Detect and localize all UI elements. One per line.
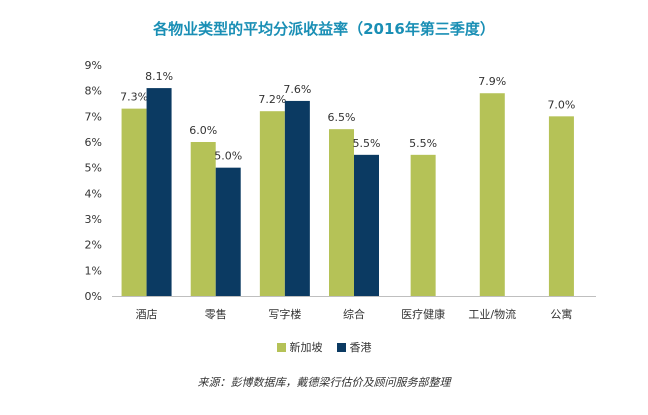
x-category-label: 公寓 <box>550 307 572 321</box>
data-label: 7.9% <box>478 75 506 88</box>
y-tick-label: 5% <box>85 162 102 175</box>
x-category-label: 工业/物流 <box>468 307 516 321</box>
data-label: 7.3% <box>120 91 148 104</box>
y-tick-label: 7% <box>85 110 102 123</box>
data-label: 7.2% <box>258 93 286 106</box>
bar <box>354 154 379 296</box>
bar <box>548 116 574 296</box>
data-label: 6.5% <box>328 111 356 124</box>
legend-swatch-singapore <box>276 342 286 352</box>
bar <box>284 100 310 296</box>
bar <box>479 93 505 296</box>
y-tick-label: 3% <box>85 213 102 226</box>
legend-label-hongkong: 香港 <box>349 341 372 354</box>
legend-item-singapore: 新加坡 <box>276 339 323 355</box>
x-category-label: 综合 <box>343 307 365 321</box>
x-category-label: 零售 <box>205 307 227 321</box>
y-tick-label: 6% <box>85 136 102 149</box>
data-label: 7.6% <box>283 83 311 96</box>
bar-chart: 0% 1% 2% 3% 4% 5% 6% 7% 8% 9% 7.3% 8.1% 酒店 6.0% 5.0% 零售… <box>85 59 596 321</box>
y-tick-label: 2% <box>85 239 102 252</box>
bar <box>329 129 354 296</box>
x-category-label: 酒店 <box>136 307 158 321</box>
y-tick-label: 8% <box>85 85 102 98</box>
bar <box>146 88 172 296</box>
source-note: 来源：彭博数据库，戴德梁行估价及顾问服务部整理 <box>197 376 451 389</box>
y-tick-label: 4% <box>85 187 102 200</box>
x-category-label: 写字楼 <box>268 307 301 321</box>
chart-title: 各物业类型的平均分派收益率（2016年第三季度） <box>153 20 495 38</box>
data-label: 7.0% <box>547 98 575 111</box>
y-tick-label: 0% <box>85 290 102 303</box>
bar <box>215 167 241 296</box>
data-label: 5.5% <box>353 137 381 150</box>
legend-label-singapore: 新加坡 <box>289 341 323 354</box>
data-label: 6.0% <box>189 124 217 137</box>
data-label: 5.5% <box>409 137 437 150</box>
y-tick-label: 9% <box>85 59 102 72</box>
legend-swatch-hongkong <box>336 342 346 352</box>
x-category-label: 医疗健康 <box>401 307 445 321</box>
y-tick-label: 1% <box>85 264 102 277</box>
data-label: 8.1% <box>145 70 173 83</box>
bar <box>410 154 436 296</box>
bar <box>259 111 285 296</box>
data-label: 5.0% <box>214 150 242 163</box>
bar <box>190 142 216 296</box>
legend: 新加坡 香港 <box>0 339 648 355</box>
bar <box>121 108 147 296</box>
legend-item-hongkong: 香港 <box>336 339 372 355</box>
